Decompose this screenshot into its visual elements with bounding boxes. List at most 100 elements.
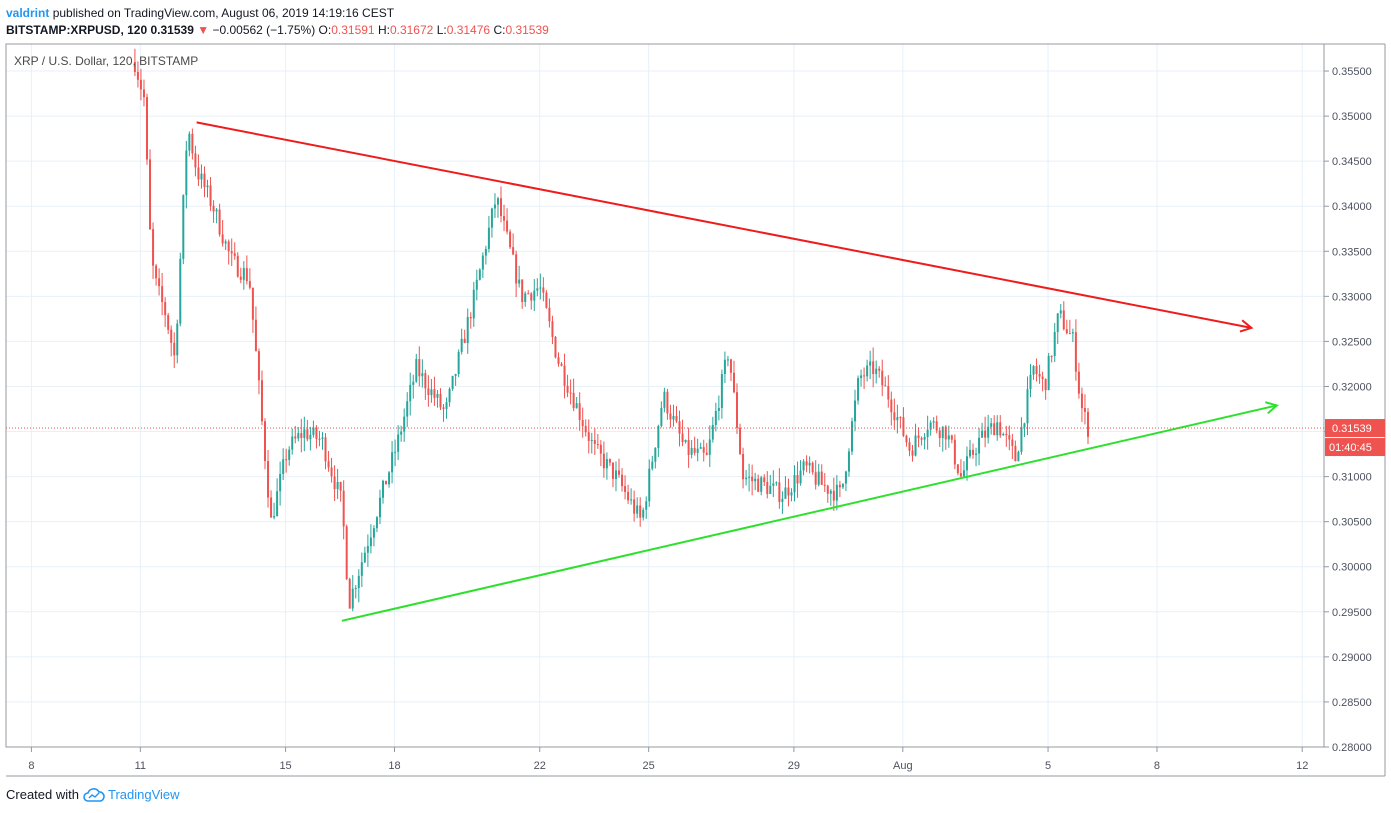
candle-body (506, 220, 509, 232)
candle-body (463, 338, 466, 344)
candle-body (987, 426, 990, 438)
candle-body (1047, 355, 1050, 391)
candle-body (775, 482, 778, 484)
candle-body (527, 293, 530, 295)
y-tick-label: 0.28000 (1332, 742, 1372, 754)
candle-body (354, 588, 357, 590)
candle-body (439, 393, 442, 408)
x-tick-label: 25 (643, 760, 655, 772)
candle-body (760, 477, 763, 492)
last-price-label: 0.31539 (1332, 423, 1372, 435)
candle-body (787, 487, 790, 496)
candle-body (908, 442, 911, 451)
candle-body (194, 153, 197, 168)
candle-body (264, 421, 267, 462)
candle-body (515, 254, 518, 284)
candle-body (306, 429, 309, 440)
candle-body (808, 462, 811, 466)
candle-body (981, 430, 984, 438)
candle-body (493, 204, 496, 209)
candle-body (248, 281, 251, 288)
candle-body (339, 482, 342, 491)
y-tick-label: 0.34000 (1332, 201, 1372, 213)
candle-body (693, 447, 696, 453)
candle-body (412, 381, 415, 385)
price-axis[interactable]: 0.35500 0.35000 0.34500 0.34000 0.33500 0.330… (1324, 66, 1372, 754)
candle-body (914, 435, 917, 456)
candle-body (542, 287, 545, 293)
candle-body (657, 426, 660, 448)
candle-body (696, 448, 699, 453)
time-axis[interactable]: 8 11 15 18 22 25 29 Aug 5 8 12 (28, 747, 1308, 772)
candle-body (375, 517, 378, 529)
candle-body (587, 432, 590, 441)
candle-body (484, 248, 487, 256)
candle-body (1035, 366, 1038, 374)
candle-body (672, 416, 675, 420)
candle-body (968, 449, 971, 457)
candle-body (539, 287, 542, 289)
candle-body (345, 526, 348, 579)
candle-body (312, 427, 315, 435)
candle-body (1083, 408, 1086, 412)
candle-body (176, 323, 179, 356)
candle-body (651, 461, 654, 469)
candle-body (636, 505, 639, 514)
y-tick-label: 0.35500 (1332, 66, 1372, 78)
support-trendline (341, 404, 1278, 622)
ohlc-high-label: H: (377, 23, 390, 37)
candle-body (965, 456, 968, 471)
candle-body (627, 491, 630, 501)
tradingview-brand-label: TradingView (107, 787, 180, 802)
candle-body (581, 420, 584, 427)
candle-body (496, 198, 499, 205)
candle-body (624, 486, 627, 492)
candle-body (684, 440, 687, 442)
x-tick-label: 15 (279, 760, 291, 772)
candle-body (639, 505, 642, 518)
candle-body (878, 368, 881, 371)
candle-body (403, 416, 406, 432)
countdown-label: 01:40:45 (1329, 442, 1372, 454)
trendlines[interactable] (196, 121, 1279, 622)
candle-body (905, 435, 908, 443)
candle-body (469, 317, 472, 319)
candle-body (923, 436, 926, 440)
tradingview-brand[interactable]: TradingView (83, 787, 180, 802)
author-name[interactable]: valdrint (6, 6, 50, 20)
candle-body (702, 447, 705, 453)
candle-body (829, 490, 832, 494)
candle-body (575, 403, 578, 409)
candle-body (687, 440, 690, 455)
candle-body (475, 279, 478, 290)
candle-body (530, 293, 533, 301)
candle-body (185, 150, 188, 196)
candle-body (826, 485, 829, 494)
candle-body (975, 453, 978, 455)
candle-body (633, 499, 636, 514)
candle-body (436, 393, 439, 398)
candle-body (996, 422, 999, 436)
ohlc-high-value: 0.31672 (389, 23, 434, 37)
x-tick-label: 12 (1296, 760, 1308, 772)
candle-body (941, 426, 944, 439)
candle-body (227, 241, 230, 252)
candle-body (360, 562, 363, 576)
candle-body (509, 231, 512, 248)
ohlc-close-value: 0.31539 (505, 23, 549, 37)
candle-body (1056, 313, 1059, 332)
candle-body (917, 435, 920, 439)
candle-body (717, 407, 720, 411)
candle-body (805, 461, 808, 466)
candle-body (1068, 333, 1071, 335)
candle-body (224, 241, 227, 244)
candle-body (230, 251, 233, 254)
y-tick-label: 0.33500 (1332, 246, 1372, 258)
candle-body (621, 474, 624, 487)
candle-body (433, 389, 436, 398)
candle-body (993, 423, 996, 436)
candle-body (838, 484, 841, 488)
candle-body (890, 399, 893, 413)
candle-body (167, 315, 170, 330)
